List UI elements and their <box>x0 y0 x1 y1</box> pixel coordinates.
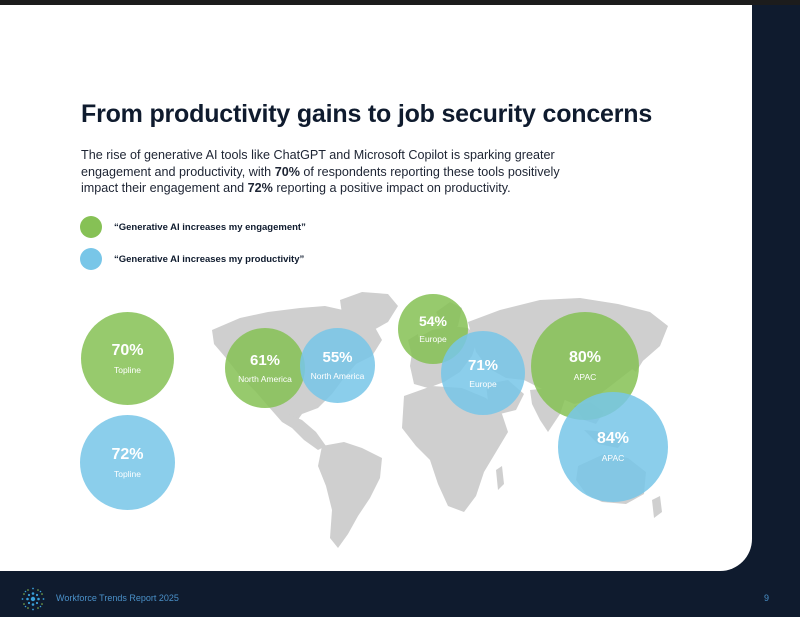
productivity-highlight: 72% <box>247 181 273 195</box>
bubble-percent: 70% <box>111 341 144 359</box>
bubble-label: Topline <box>114 364 141 375</box>
bubble-percent: 84% <box>596 430 630 447</box>
legend-engagement: “Generative AI increases my engagement” <box>80 216 306 238</box>
bubble-topline-productivity: 72% Topline <box>80 415 175 510</box>
bubble-percent: 55% <box>322 349 353 366</box>
footer-report-title: Workforce Trends Report 2025 <box>56 593 179 603</box>
bubble-percent: 71% <box>467 356 499 374</box>
bubble-percent: 80% <box>568 349 602 366</box>
bubble-north-america-productivity: 55% North America <box>300 328 375 403</box>
bubble-label: North America <box>310 371 365 381</box>
bubble-topline-engagement: 70% Topline <box>81 312 174 405</box>
map-madagascar <box>496 466 504 490</box>
page-title: From productivity gains to job security … <box>81 100 653 128</box>
map-greenland <box>340 292 398 332</box>
bubble-label: North America <box>238 373 292 384</box>
bubble-north-america-engagement: 61% North America <box>225 328 305 408</box>
bubble-percent: 54% <box>418 313 448 329</box>
legend-productivity: “Generative AI increases my productivity… <box>80 248 304 270</box>
map-central-america <box>288 414 326 450</box>
bubble-label: Topline <box>114 468 141 479</box>
report-logo-icon <box>21 587 45 611</box>
map-south-america <box>318 442 382 548</box>
map-africa <box>402 386 508 512</box>
intro-paragraph: The rise of generative AI tools like Cha… <box>81 147 581 197</box>
page-number: 9 <box>764 593 770 603</box>
intro-text-2: of respondents reporting these tools pos… <box>81 164 560 196</box>
map-new-zealand <box>652 496 662 518</box>
legend-dot-engagement <box>80 216 102 238</box>
legend-label-productivity: “Generative AI increases my productivity… <box>114 253 305 265</box>
bubble-label: APAC <box>573 372 597 382</box>
intro-text-1: The rise of generative AI tools like Cha… <box>81 148 555 179</box>
intro-text-3: reporting a positive impact on productiv… <box>272 181 511 195</box>
legend-dot-productivity <box>80 248 102 270</box>
bubble-europe-productivity: 71% Europe <box>441 331 525 415</box>
legend-label-engagement: “Generative AI increases my engagement” <box>114 221 306 233</box>
bubble-apac-productivity: 84% APAC <box>558 392 668 502</box>
bubble-label: Europe <box>469 378 497 389</box>
top-bar <box>0 0 800 5</box>
bubble-label: APAC <box>601 453 625 463</box>
bubble-label: Europe <box>419 334 447 344</box>
bubble-percent: 72% <box>111 445 144 463</box>
engagement-highlight: 70% <box>274 164 300 179</box>
bubble-percent: 61% <box>249 351 281 369</box>
